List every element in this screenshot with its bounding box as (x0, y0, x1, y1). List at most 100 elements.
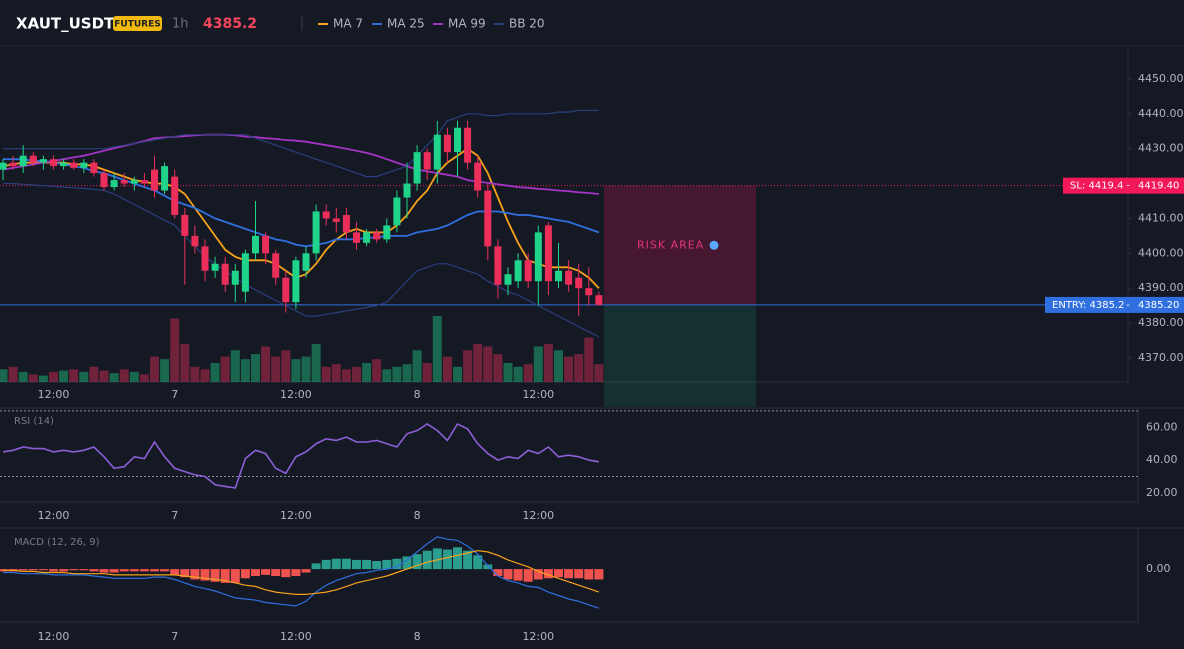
y-tick-label: 60.00 (1146, 420, 1178, 433)
macd-hist (59, 569, 69, 572)
x-tick-label: 8 (414, 630, 421, 643)
bb-lower (3, 183, 600, 338)
macd-title: MACD (12, 26, 9) (14, 537, 100, 548)
macd-hist (473, 555, 483, 570)
x-tick-label: 7 (171, 509, 178, 522)
volume-bar (0, 369, 8, 382)
candle-body (373, 232, 381, 240)
macd-hist (422, 550, 432, 570)
macd-hist (311, 563, 321, 570)
macd-hist (362, 559, 372, 570)
macd-hist (160, 569, 170, 572)
macd-hist (281, 569, 291, 578)
macd-hist (402, 556, 412, 570)
volume-bar (281, 350, 291, 382)
macd-hist (543, 569, 553, 579)
candle-body (403, 183, 411, 198)
candle-body (181, 214, 189, 236)
macd-line (3, 550, 600, 595)
candle-body (201, 246, 209, 271)
macd-hist (99, 569, 109, 573)
volume-bar (160, 359, 170, 382)
x-tick-label: 12:00 (38, 388, 70, 401)
volume-bar (442, 356, 452, 382)
y-tick-label: 4390.00 (1138, 281, 1184, 294)
y-tick-label: 4430.00 (1138, 142, 1184, 155)
candle-body (19, 155, 27, 167)
candle-body (353, 232, 360, 243)
volume-bar (463, 350, 473, 382)
macd-hist (341, 558, 351, 570)
candle-body (211, 263, 219, 271)
volume-bar (220, 356, 230, 382)
candle-body (70, 162, 78, 168)
candle-body (9, 162, 17, 167)
candle-body (534, 232, 542, 282)
candle-body (595, 295, 603, 305)
macd-hist (321, 559, 331, 570)
macd-hist (150, 569, 159, 572)
volume-bar (251, 354, 260, 382)
volume-bar (564, 356, 574, 382)
macd-hist (382, 559, 392, 570)
shield-icon (709, 240, 719, 250)
entry-dash: - (1126, 300, 1130, 311)
volume-bar (8, 366, 18, 382)
entry-axis-label: 4385.20 (1138, 300, 1179, 311)
y-tick-label: 20.00 (1146, 486, 1178, 499)
volume-bar (341, 369, 351, 382)
x-tick-label: 12:00 (38, 509, 70, 522)
macd-hist (240, 569, 250, 579)
candle-body (191, 235, 199, 247)
x-tick-label: 8 (414, 509, 421, 522)
ma-line (2, 133, 599, 195)
macd-hist (129, 569, 139, 572)
macd-hist (442, 549, 452, 570)
x-tick-label: 12:00 (38, 630, 70, 643)
volume-bar (352, 366, 361, 382)
macd-hist (554, 569, 563, 578)
y-tick-label: 4380.00 (1138, 316, 1184, 329)
volume-bar (69, 369, 79, 382)
volume-bar (362, 362, 372, 382)
volume-bar (200, 369, 210, 382)
volume-bar (372, 359, 382, 382)
volume-bar (28, 374, 38, 382)
volume-bar (402, 364, 412, 382)
volume-bar (301, 356, 311, 382)
macd-hist (331, 558, 341, 570)
candle-body (100, 173, 108, 188)
macd-hist (493, 569, 503, 576)
candle-body (90, 162, 98, 174)
macd-hist (584, 569, 594, 580)
volume-bar (412, 350, 422, 382)
volume-bar (453, 366, 462, 382)
macd-hist (432, 548, 442, 570)
candle-body (494, 246, 502, 285)
macd-hist (261, 569, 271, 575)
x-tick-label: 7 (171, 630, 178, 643)
candle-body (292, 260, 300, 303)
risk-label: RISK AREA (637, 238, 704, 251)
volume-bar (554, 350, 563, 382)
stop_loss-axis-label: 4419.40 (1138, 181, 1179, 192)
candle-body (342, 214, 350, 233)
macd-hist (200, 569, 210, 581)
x-tick-label: 12:00 (280, 388, 312, 401)
interval: 1h (172, 17, 189, 32)
candle-body (544, 225, 552, 282)
macd-hist (574, 569, 584, 579)
candle-body (585, 288, 593, 296)
volume-bar (271, 356, 281, 382)
volume-bar (473, 343, 483, 382)
candle-body (514, 260, 522, 282)
candle-body (151, 169, 158, 191)
candle-body (393, 197, 401, 226)
candle-body (484, 190, 492, 247)
badge: FUTURES (114, 20, 160, 30)
macd-hist (220, 569, 230, 583)
volume-bar (533, 346, 543, 382)
macd-hist (352, 559, 361, 570)
candle-body (443, 134, 451, 153)
candle-body (555, 270, 562, 282)
